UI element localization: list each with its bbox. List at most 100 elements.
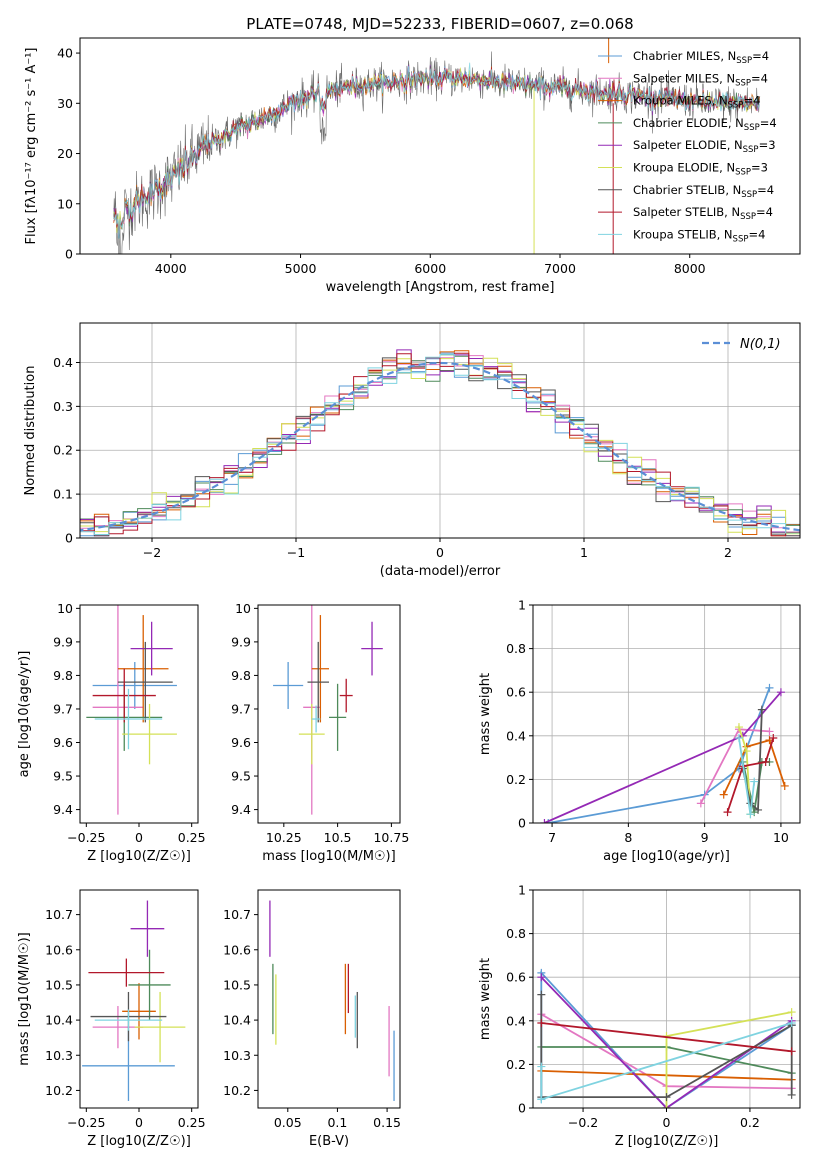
y-tick-label: 10.7 xyxy=(45,907,73,922)
y-tick-label: 10.3 xyxy=(45,1048,73,1063)
legend-name: Chabrier MILES, N xyxy=(633,49,736,63)
weight-marker xyxy=(761,757,770,766)
weight-line-8 xyxy=(541,1022,792,1053)
age_vs_Z-plot xyxy=(86,605,177,815)
legend-label-5: Salpeter ELODIE, NSSP=3 xyxy=(633,138,776,155)
legend-subscript: SSP xyxy=(743,145,759,155)
x-tick-label: 0.25 xyxy=(178,830,206,845)
legend-label-7: Chabrier STELIB, NSSP=4 xyxy=(633,183,774,200)
legend-subscript: SSP xyxy=(744,123,760,133)
x-axis-label: E(B-V) xyxy=(309,1134,349,1149)
y-tick-label: 0.4 xyxy=(53,355,73,370)
y-tick-label: 0 xyxy=(65,247,73,262)
weight_vs_age-frame xyxy=(532,604,801,824)
y-tick-label: 0.6 xyxy=(506,685,526,700)
y-tick-label: 40 xyxy=(57,46,73,61)
y-tick-label: 1 xyxy=(518,598,526,613)
weight_vs_Z-plot xyxy=(537,968,796,1108)
y-tick-label: 0 xyxy=(518,816,526,831)
legend-label-9: Kroupa STELIB, NSSP=4 xyxy=(633,227,765,244)
legend-name: Salpeter MILES, N xyxy=(633,71,735,85)
legend-label-4: Chabrier ELODIE, NSSP=4 xyxy=(633,116,777,133)
legend-tail: =4 xyxy=(757,183,774,197)
legend-name: Kroupa STELIB, N xyxy=(633,227,733,241)
x-tick-label: 10.5 xyxy=(324,830,352,845)
y-tick-label: 0 xyxy=(518,1101,526,1116)
weight-marker xyxy=(754,805,763,814)
x-tick-label: 0.1 xyxy=(327,1115,347,1130)
normal-legend-label: N(0,1) xyxy=(740,337,781,352)
legend-name: Chabrier STELIB, N xyxy=(633,183,741,197)
x-tick-label: 10.75 xyxy=(373,830,409,845)
residual-histogram-8 xyxy=(80,352,800,537)
x-axis-label: mass [log10(M/M☉)] xyxy=(262,849,395,864)
y-tick-label: 10.6 xyxy=(45,942,73,957)
legend-tail: =3 xyxy=(751,161,768,175)
y-tick-label: 10.3 xyxy=(223,1048,251,1063)
y-tick-label: 1 xyxy=(518,883,526,898)
residuals-axes: −2 −1 0 1 2 0 0.1 0.2 0.3 0.4 (data-model)/error No… xyxy=(23,322,801,579)
age_vs_mass-plot xyxy=(273,605,383,815)
mass_vs_ebv-axes: 0.05 0.1 0.15 10.2 10.3 10.4 10.5 10.6 10.7 E(B-V… xyxy=(223,889,401,1149)
legend-subscript: SSP xyxy=(733,234,749,244)
x-axis-label: age [log10(age/yr)] xyxy=(603,849,730,864)
y-tick-label: 9.4 xyxy=(231,802,251,817)
legend-tail: =4 xyxy=(743,94,760,108)
y-tick-label: 10.4 xyxy=(223,1013,251,1028)
weight-marker xyxy=(537,1062,546,1071)
x-tick-label: 2 xyxy=(724,545,732,560)
y-tick-label: 9.5 xyxy=(53,769,73,784)
x-tick-label: 6000 xyxy=(414,261,446,276)
weight-marker xyxy=(723,808,732,817)
legend-tail: =4 xyxy=(756,205,773,219)
legend-subscript: SSP xyxy=(735,168,751,178)
legend-label-3: Kroupa MILES, NSSP=4 xyxy=(633,94,760,111)
legend-tail: =4 xyxy=(760,116,777,130)
legend-name: Kroupa MILES, N xyxy=(633,94,728,108)
y-tick-label: 10.7 xyxy=(223,907,251,922)
weight_vs_Z-axes: −0.2 0 0.2 0 0.2 0.4 0.6 0.8 1 Z [log10(Z/Z☉)] mas… xyxy=(478,883,801,1149)
mass_vs_ebv-plot xyxy=(269,900,395,1101)
y-axis-label: Flux [fλ10⁻¹⁷ erg cm⁻² s⁻¹ A⁻¹] xyxy=(24,48,39,245)
x-tick-label: 0 xyxy=(663,1115,671,1130)
y-tick-label: 0 xyxy=(65,531,73,546)
weight-marker xyxy=(719,790,728,799)
y-tick-label: 10.2 xyxy=(223,1083,251,1098)
legend-name: Kroupa ELODIE, N xyxy=(633,161,735,175)
x-tick-label: −1 xyxy=(287,545,305,560)
x-tick-label: 8 xyxy=(624,830,632,845)
x-tick-label: −2 xyxy=(143,545,161,560)
weight-marker xyxy=(746,799,755,808)
y-tick-label: 0.6 xyxy=(506,970,526,985)
legend-label-6: Kroupa ELODIE, NSSP=3 xyxy=(633,161,768,178)
y-tick-label: 10 xyxy=(235,601,251,616)
weight-marker xyxy=(540,819,549,823)
x-tick-label: 0 xyxy=(135,830,143,845)
y-tick-label: 0.1 xyxy=(53,487,73,502)
legend-label-1: Chabrier MILES, NSSP=4 xyxy=(633,49,769,66)
y-tick-label: 10.2 xyxy=(45,1083,73,1098)
x-tick-label: 0.15 xyxy=(373,1115,401,1130)
age_vs_Z-frame xyxy=(79,604,199,824)
weight-marker xyxy=(662,1093,671,1102)
legend-tail: =3 xyxy=(759,138,776,152)
y-tick-label: 0.2 xyxy=(506,772,526,787)
weight-marker xyxy=(746,810,755,819)
x-tick-label: 0 xyxy=(135,1115,143,1130)
y-tick-label: 0.2 xyxy=(506,1057,526,1072)
x-tick-label: −0.25 xyxy=(67,1115,105,1130)
y-tick-label: 9.8 xyxy=(53,668,73,683)
weight-marker xyxy=(742,747,751,756)
weight-line-3 xyxy=(722,739,786,796)
residuals-plot xyxy=(80,349,800,537)
x-axis-label: Z [log10(Z/Z☉)] xyxy=(87,849,191,864)
x-tick-label: 4000 xyxy=(155,261,187,276)
weight-marker xyxy=(787,1008,796,1017)
weight-marker xyxy=(750,777,759,786)
weight-marker xyxy=(696,799,705,808)
x-axis-label: Z [log10(Z/Z☉)] xyxy=(615,1134,719,1149)
weight-marker xyxy=(537,990,546,999)
spectrum-frame xyxy=(79,37,801,255)
weight-marker xyxy=(780,781,789,790)
